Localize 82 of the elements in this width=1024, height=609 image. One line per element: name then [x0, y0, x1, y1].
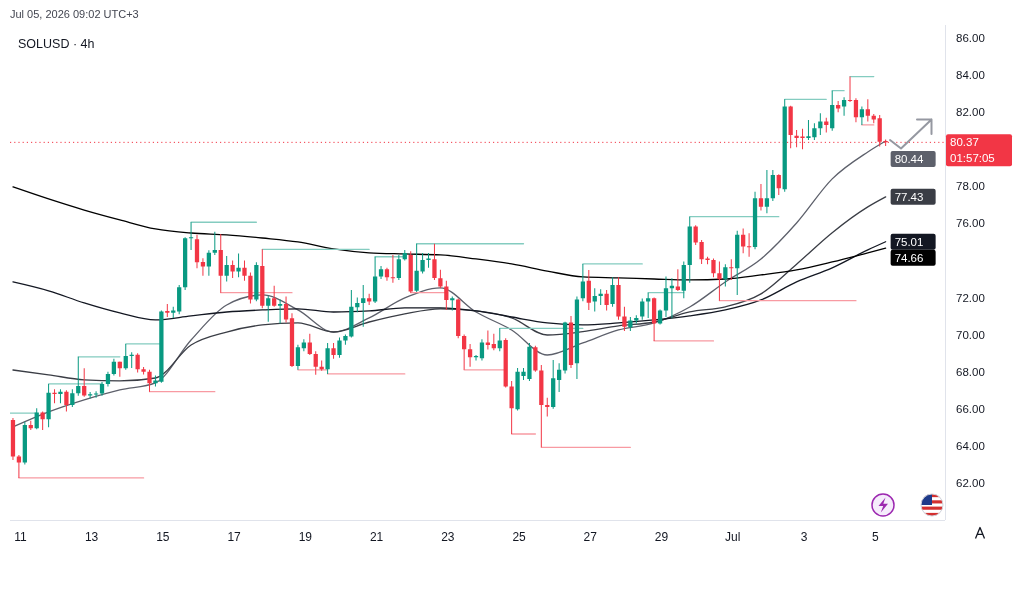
- candlestick: [545, 397, 550, 417]
- x-tick-label: 3: [800, 530, 808, 544]
- text: 01:57:05: [950, 152, 995, 165]
- candlestick: [628, 316, 633, 331]
- candlestick: [426, 253, 431, 268]
- candlestick: [610, 277, 615, 307]
- candlestick: [230, 260, 235, 279]
- candlestick: [58, 389, 63, 404]
- y-tick-label: 70.00: [956, 328, 985, 341]
- line-series: [12, 241, 887, 326]
- x-tick-label: 5: [871, 530, 879, 544]
- candlestick: [46, 383, 51, 428]
- candlestick: [343, 334, 348, 345]
- y-tick-label: 68.00: [956, 365, 985, 378]
- candlestick: [669, 278, 675, 319]
- candlestick: [390, 254, 396, 283]
- text: SOLUSD · 4h: [18, 37, 95, 51]
- line-series: [12, 196, 887, 382]
- y-tick-label: 84.00: [956, 69, 985, 82]
- candlestick: [432, 243, 437, 280]
- candlestick: [165, 304, 170, 317]
- candlestick: [361, 284, 366, 327]
- candlestick: [604, 290, 609, 311]
- candlestick: [248, 272, 253, 304]
- candlestick: [188, 222, 194, 250]
- x-tick-label: 25: [512, 530, 527, 544]
- candlestick: [616, 277, 621, 320]
- candlestick: [52, 389, 57, 404]
- x-tick-label: 23: [441, 530, 455, 544]
- text: Jul 05, 2026 09:02 UTC+3: [10, 8, 139, 20]
- line-series: [12, 140, 887, 428]
- candlestick: [438, 269, 443, 289]
- candlestick: [212, 231, 217, 255]
- candlestick: [331, 342, 336, 359]
- data-label: 80.44: [894, 153, 925, 165]
- x-tick-label: 21: [369, 530, 384, 544]
- candlestick: [473, 355, 479, 361]
- candlestick: [746, 233, 752, 257]
- candlestick: [254, 262, 259, 302]
- x-tick-label: 29: [654, 530, 669, 544]
- candlestick: [509, 380, 514, 434]
- ref-line-label: 80.37: [950, 136, 979, 149]
- y-tick-label: 72.00: [956, 291, 985, 304]
- candlestick: [88, 392, 93, 399]
- candlestick: [141, 367, 146, 375]
- x-tick-label: Jul: [725, 530, 741, 544]
- y-tick-label: 76.00: [956, 217, 985, 230]
- y-tick-label: 62.00: [956, 476, 985, 489]
- data-label: 74.66: [894, 251, 924, 264]
- candlestick: [622, 306, 627, 331]
- candlestick: [236, 253, 241, 278]
- candlestick: [699, 240, 704, 264]
- candlestick: [367, 293, 372, 305]
- line-series: [12, 186, 887, 281]
- candlestick: [93, 391, 99, 398]
- candlestick: [533, 345, 538, 372]
- candlestick: [337, 337, 342, 358]
- y-tick-label: 78.00: [956, 180, 985, 193]
- candlestick: [646, 292, 651, 318]
- y-tick-label: 66.00: [956, 402, 985, 415]
- y-tick-label: 64.00: [956, 439, 985, 452]
- x-tick-label: 11: [14, 530, 27, 544]
- data-label: 77.43: [894, 190, 924, 203]
- candlestick: [729, 259, 734, 280]
- candlestick: [711, 258, 716, 278]
- y-tick-label: 86.00: [956, 31, 985, 44]
- x-tick-label: 13: [84, 530, 99, 544]
- candlestick: [277, 299, 283, 324]
- candlestick: [847, 76, 853, 102]
- x-tick-label: 15: [156, 530, 170, 544]
- candlestick: [64, 390, 69, 412]
- candlestick: [129, 352, 134, 368]
- x-tick-label: 17: [227, 530, 242, 544]
- candlestick: [325, 342, 330, 374]
- candlestick: [242, 260, 247, 281]
- candlestick: [147, 369, 152, 392]
- x-tick-label: 27: [583, 530, 598, 544]
- y-tick-label: 82.00: [956, 106, 985, 119]
- data-label: 75.01: [894, 235, 924, 248]
- candlestick: [135, 353, 140, 373]
- x-tick-label: 19: [298, 530, 313, 544]
- candlestick: [717, 261, 722, 301]
